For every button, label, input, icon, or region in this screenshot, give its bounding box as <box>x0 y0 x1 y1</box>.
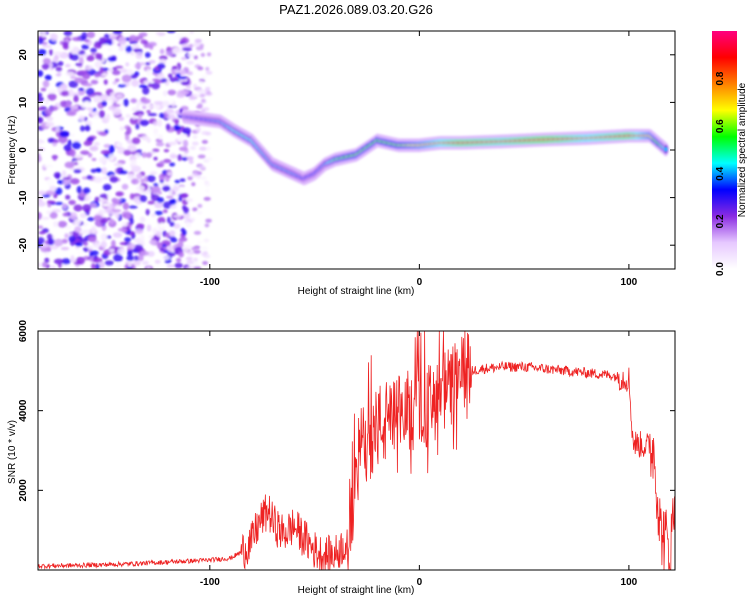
snr-xtick-label: 100 <box>621 577 638 588</box>
spectrogram-ytick-label: 0 <box>18 147 29 153</box>
colorbar: 0.0 0.2 0.4 0.6 0.8 Normalized spectral ampl… <box>712 31 748 276</box>
spectrogram-xtick-label: -100 <box>200 277 220 288</box>
colorbar-bar <box>712 31 737 269</box>
snr-ylabel: SNR (10 * v/v) <box>7 420 18 484</box>
spectrogram-ytick-label: 20 <box>18 49 29 61</box>
snr-xlabel: Height of straight line (km) <box>298 585 415 596</box>
snr-frame <box>37 330 676 571</box>
snr-ytick-label: 6000 <box>18 319 29 342</box>
colorbar-ticks: 0.0 0.2 0.4 0.6 0.8 <box>715 71 726 276</box>
spectrogram-xlabel: Height of straight line (km) <box>298 286 415 297</box>
colorbar-label: Normalized spectral amplitude <box>737 82 748 217</box>
snr-xtick-label: -100 <box>200 577 220 588</box>
snr-ytick-label: 2000 <box>18 479 29 502</box>
snr-ytick-label: 4000 <box>18 399 29 422</box>
colorbar-tick-label: 0.8 <box>715 71 726 85</box>
colorbar-tick-label: 0.0 <box>715 262 726 276</box>
spectrogram-xtick-label: 0 <box>417 277 423 288</box>
spectrogram-ytick-label: 10 <box>18 96 29 108</box>
spectrogram-ytick-label: -20 <box>18 238 29 253</box>
spectrogram-ylabel: Frequency (Hz) <box>7 116 18 185</box>
snr-xtick-label: 0 <box>417 577 423 588</box>
spectrogram-ytick-label: -10 <box>18 190 29 205</box>
spectrogram-xtick-label: 100 <box>621 277 638 288</box>
snr-ticks: -100 0 100 2000 4000 6000 <box>18 319 675 588</box>
snr-series-line <box>38 331 675 570</box>
figure-title: PAZ1.2026.089.03.20.G26 <box>279 2 433 17</box>
colorbar-tick-label: 0.6 <box>715 119 726 133</box>
spectrogram-image <box>38 31 669 269</box>
colorbar-tick-label: 0.4 <box>715 166 726 180</box>
colorbar-tick-label: 0.2 <box>715 214 726 228</box>
snr-panel: -100 0 100 2000 4000 6000 Height of straight … <box>7 319 676 596</box>
spectrogram-ridge <box>181 109 669 186</box>
spectrogram-noise <box>38 31 213 269</box>
